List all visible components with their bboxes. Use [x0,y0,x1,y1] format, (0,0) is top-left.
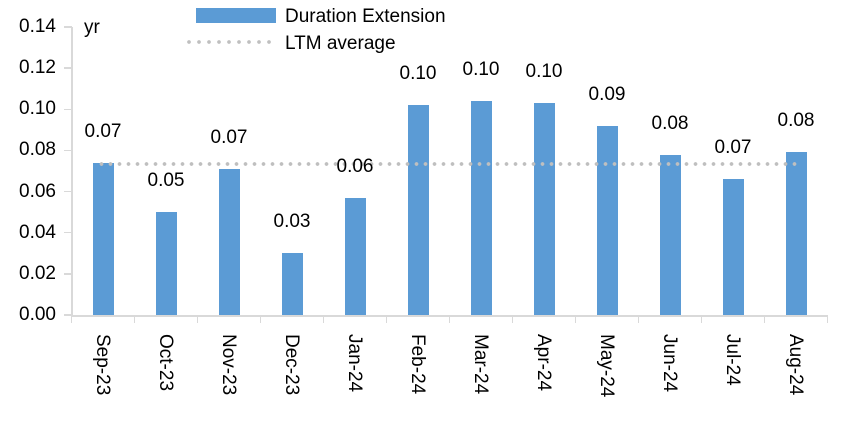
bar [659,154,681,315]
bar-value-label: 0.07 [714,137,752,159]
bar-value-label: 0.05 [147,170,185,192]
bar-value-label: 0.06 [336,155,374,177]
y-tick [63,67,72,69]
x-axis-label: Nov-23 [218,334,239,396]
x-axis-label: Apr-24 [533,334,554,392]
x-tick [385,315,388,323]
y-tick [63,149,72,152]
bar [785,152,807,315]
y-tick [63,190,72,193]
bar [407,105,429,315]
x-tick [511,315,514,323]
y-axis-unit-label: yr [84,17,100,38]
bar-value-label: 0.03 [273,211,311,233]
x-axis-label: Sep-23 [92,334,113,396]
legend-bar-swatch [196,8,276,23]
x-axis-label: Jun-24 [659,334,680,393]
x-tick [133,315,136,323]
y-axis-tick-label: 0.06 [19,180,56,202]
y-tick [63,314,72,316]
bar-value-label: 0.09 [588,83,626,105]
bar-value-label: 0.08 [777,110,815,132]
legend-average-label: LTM average [285,33,396,54]
y-axis-tick-label: 0.02 [19,262,56,284]
x-tick [826,315,829,323]
bar [596,125,618,315]
legend: Duration Extension LTM average [0,0,852,58]
y-axis-tick-label: 0.08 [19,139,56,161]
bar [218,168,240,315]
bar [344,197,366,315]
bar-value-label: 0.10 [525,61,563,83]
x-axis-label: Mar-24 [470,334,491,395]
y-tick [63,26,72,28]
x-axis-label: Feb-24 [407,334,428,395]
bar-value-label: 0.10 [462,59,500,81]
bar-value-label: 0.10 [399,63,437,85]
x-tick [574,315,577,323]
x-tick [196,315,199,323]
y-axis-tick-label: 0.12 [19,57,56,79]
y-tick [63,108,72,111]
x-tick [700,315,703,323]
x-tick [322,315,325,323]
y-axis-tick-label: 0.14 [19,16,56,37]
bar-value-label: 0.07 [210,126,248,148]
bar [92,162,114,315]
y-axis-tick-label: 0.00 [19,304,56,325]
y-tick [63,231,72,234]
bar [281,253,303,315]
legend-dotted-line-swatch [184,40,276,44]
x-axis-label: Jan-24 [344,334,365,393]
ltm-average-line [97,161,801,166]
x-tick [448,315,451,323]
bar [722,179,744,315]
x-axis-label: Aug-24 [785,334,806,396]
x-tick [763,315,766,323]
y-tick [63,273,72,275]
bar [533,103,555,315]
x-axis-label: Jul-24 [722,334,743,386]
legend-series-label: Duration Extension [285,6,446,27]
bar-value-label: 0.07 [84,120,122,142]
bar [470,101,492,315]
x-axis-label: May-24 [596,334,617,398]
bar-value-label: 0.08 [651,112,689,134]
y-axis-tick-label: 0.10 [19,98,56,120]
x-axis-label: Dec-23 [281,334,302,396]
x-axis-label: Oct-23 [155,334,176,392]
bar [155,212,177,315]
x-tick [637,315,640,323]
y-axis-tick-label: 0.04 [19,221,56,243]
y-axis-line [71,27,73,317]
x-tick [259,315,262,323]
x-tick [70,315,73,323]
